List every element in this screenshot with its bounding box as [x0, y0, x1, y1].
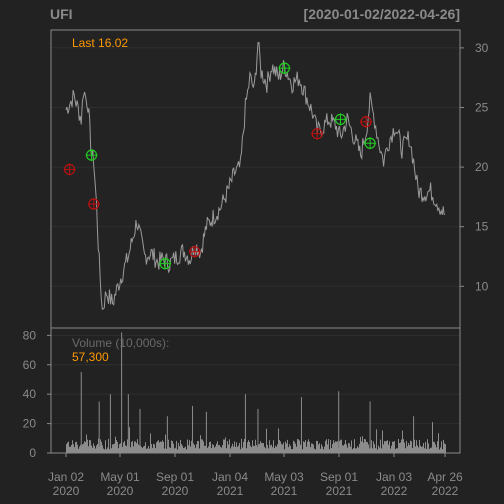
buy-signal-marker [278, 62, 291, 75]
x-tick-month: Apr 26 [427, 470, 463, 484]
date-range-label: [2020-01-02/2022-04-26] [304, 6, 460, 22]
volume-y-tick-label: 40 [23, 387, 37, 401]
price-y-tick-label: 25 [475, 100, 489, 114]
x-tick-year: 2020 [53, 484, 80, 498]
sell-signal-marker [311, 127, 324, 140]
x-tick-year: 2020 [107, 484, 134, 498]
volume-label: Volume (10,000s): [72, 336, 169, 350]
buy-signal-marker [364, 137, 377, 150]
price-y-tick-label: 10 [475, 279, 489, 293]
price-y-tick-label: 30 [475, 41, 489, 55]
sell-signal-marker [188, 245, 201, 258]
x-tick-year: 2021 [326, 484, 353, 498]
volume-y-tick-label: 0 [29, 446, 36, 460]
last-price-label: Last 16.02 [72, 36, 128, 50]
x-tick-month: Sep 01 [156, 470, 194, 484]
x-tick-year: 2021 [217, 484, 244, 498]
last-volume-label: 57,300 [72, 350, 109, 364]
sell-signal-marker [87, 198, 100, 211]
price-line [65, 41, 446, 310]
price-panel [51, 30, 460, 328]
volume-y-tick-label: 80 [23, 328, 37, 342]
x-tick-month: Sep 01 [320, 470, 358, 484]
x-tick-year: 2021 [271, 484, 298, 498]
price-y-axis: 10 15 20 25 30 [460, 41, 489, 293]
x-tick-year: 2020 [162, 484, 189, 498]
volume-bars [66, 332, 446, 453]
x-tick-month: Jan 03 [376, 470, 412, 484]
ticker-title: UFI [50, 6, 73, 22]
volume-y-tick-label: 20 [23, 417, 37, 431]
x-tick-year: 2022 [432, 484, 459, 498]
volume-y-tick-label: 60 [23, 358, 37, 372]
x-tick-month: May 01 [100, 470, 140, 484]
sell-signal-marker [63, 163, 76, 176]
buy-signal-marker [85, 149, 98, 162]
price-y-tick-label: 20 [475, 160, 489, 174]
price-y-tick-label: 15 [475, 220, 489, 234]
buy-signal-marker [334, 113, 347, 126]
volume-panel-frame [50, 327, 461, 454]
buy-signal-marker [159, 257, 172, 270]
sell-signal-marker [360, 115, 373, 128]
trade-signals [63, 62, 377, 270]
x-tick-month: Jan 04 [212, 470, 248, 484]
x-tick-year: 2022 [381, 484, 408, 498]
volume-y-axis: 0 20 40 60 80 [23, 328, 51, 460]
x-tick-month: Jan 02 [48, 470, 84, 484]
x-tick-month: May 03 [264, 470, 304, 484]
